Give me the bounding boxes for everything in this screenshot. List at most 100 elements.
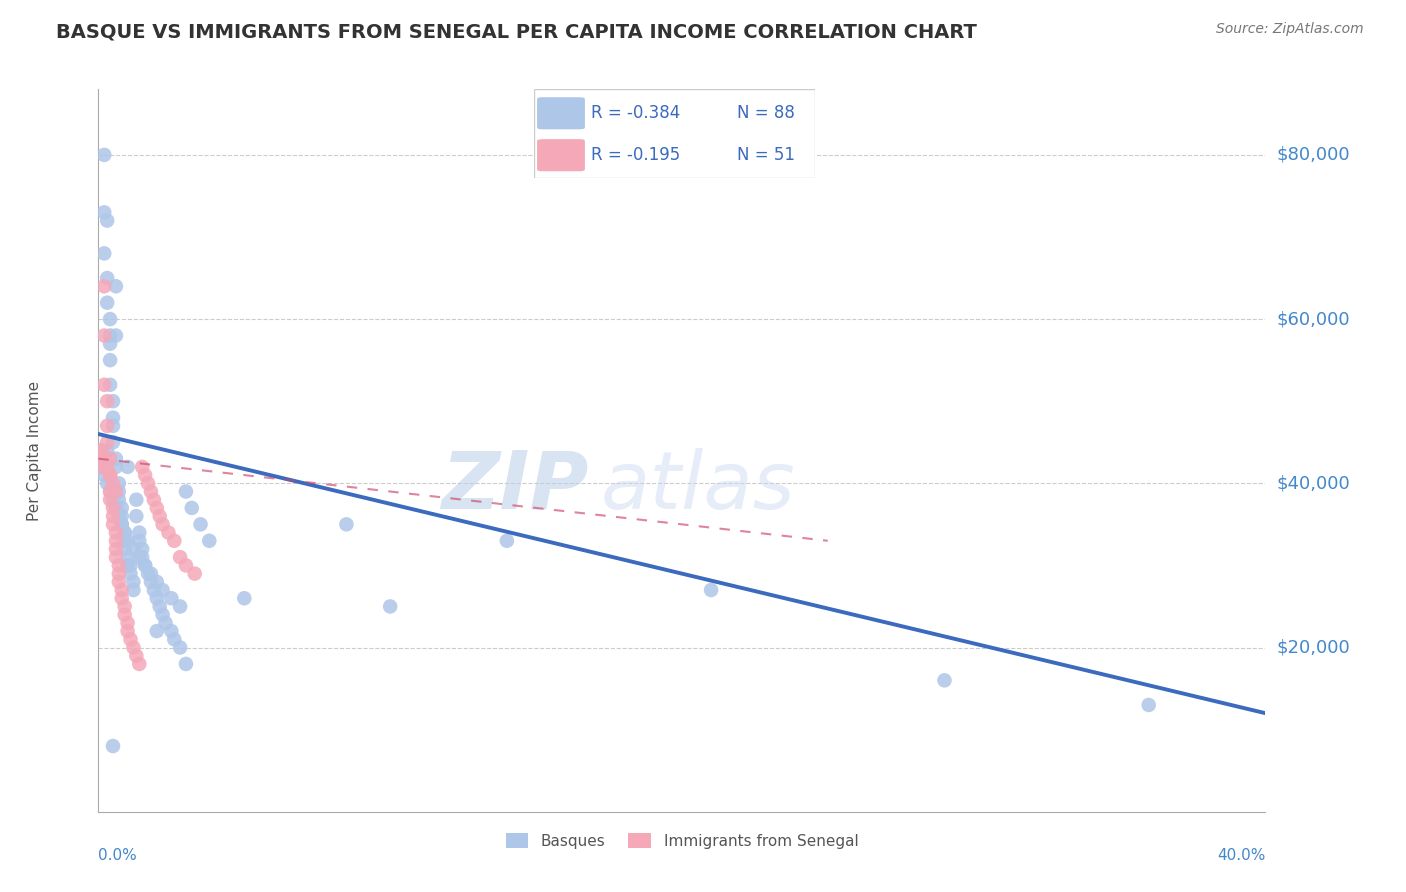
Point [101, 476, 124, 491]
Point [117, 550, 139, 565]
Point [934, 673, 956, 688]
Point [139, 566, 162, 581]
Point [114, 525, 136, 540]
Point [104, 328, 127, 343]
Legend: Basques, Immigrants from Senegal: Basques, Immigrants from Senegal [499, 827, 865, 855]
Point [142, 492, 165, 507]
Point [108, 476, 131, 491]
Point [134, 468, 156, 483]
Point [93, 148, 115, 162]
Text: Per Capita Income: Per Capita Income [27, 380, 42, 521]
Point [90, 443, 112, 458]
Point [108, 566, 131, 581]
Point [146, 591, 169, 606]
Point [157, 525, 180, 540]
Point [114, 541, 136, 556]
Point [155, 615, 177, 630]
Point [134, 558, 156, 573]
Point [104, 279, 127, 293]
Point [108, 492, 131, 507]
Point [96, 476, 118, 491]
Point [96, 459, 118, 474]
Point [152, 607, 174, 622]
Text: N = 51: N = 51 [737, 146, 794, 164]
Point [101, 418, 124, 433]
Point [190, 517, 212, 532]
Text: $40,000: $40,000 [1277, 475, 1350, 492]
Point [139, 574, 162, 589]
Point [101, 394, 124, 409]
Point [104, 484, 127, 499]
Point [122, 574, 145, 589]
Point [117, 615, 139, 630]
Point [114, 533, 136, 548]
Point [96, 213, 118, 227]
Point [149, 599, 172, 614]
Point [108, 558, 131, 573]
Point [114, 599, 136, 614]
Point [90, 459, 112, 474]
Point [136, 476, 159, 491]
Point [128, 657, 150, 671]
Point [131, 550, 153, 565]
Point [93, 246, 115, 260]
Point [174, 657, 197, 671]
Point [104, 550, 127, 565]
Point [122, 541, 145, 556]
Point [183, 566, 205, 581]
Point [111, 509, 134, 524]
Point [174, 558, 197, 573]
Point [169, 599, 191, 614]
Point [101, 435, 124, 450]
Point [163, 533, 186, 548]
Text: 40.0%: 40.0% [1218, 847, 1265, 863]
Point [122, 582, 145, 597]
Point [104, 459, 127, 474]
Point [93, 468, 115, 483]
Point [117, 558, 139, 573]
Point [98, 484, 121, 499]
Point [111, 517, 134, 532]
Point [131, 459, 153, 474]
Point [149, 509, 172, 524]
Point [233, 591, 256, 606]
Text: N = 88: N = 88 [737, 104, 794, 122]
Point [160, 624, 183, 639]
Point [128, 533, 150, 548]
Point [152, 582, 174, 597]
Point [152, 517, 174, 532]
Point [93, 377, 115, 392]
Point [108, 484, 131, 499]
Point [93, 451, 115, 466]
Point [101, 492, 124, 507]
Point [98, 377, 121, 392]
Point [93, 328, 115, 343]
Point [1137, 698, 1160, 712]
Point [96, 435, 118, 450]
Point [146, 500, 169, 515]
Point [335, 517, 357, 532]
Point [117, 558, 139, 573]
Point [134, 558, 156, 573]
Point [98, 468, 121, 483]
Point [96, 271, 118, 285]
Point [117, 533, 139, 548]
Point [128, 550, 150, 565]
Point [198, 533, 221, 548]
Point [169, 550, 191, 565]
Point [104, 451, 127, 466]
Point [111, 582, 134, 597]
Text: $80,000: $80,000 [1277, 146, 1350, 164]
Point [125, 648, 148, 663]
Point [98, 492, 121, 507]
Point [136, 566, 159, 581]
Point [120, 558, 142, 573]
Point [90, 459, 112, 474]
Point [128, 525, 150, 540]
Point [108, 574, 131, 589]
Point [98, 312, 121, 326]
Point [101, 509, 124, 524]
Point [169, 640, 191, 655]
Point [146, 574, 169, 589]
Point [160, 591, 183, 606]
